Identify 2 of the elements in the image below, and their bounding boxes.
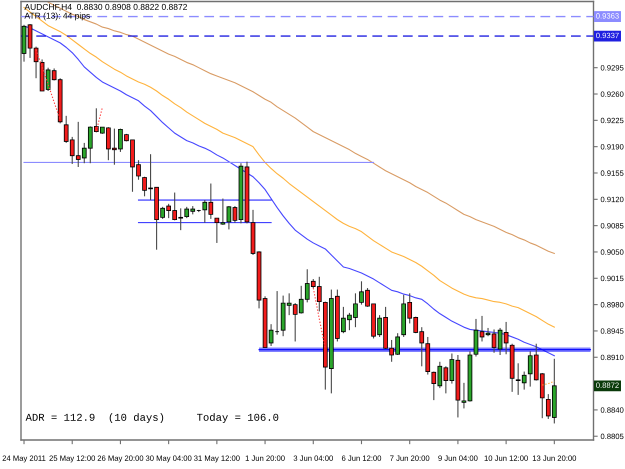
annotation: ADR = 112.9 (10 days) Today = 106.0 xyxy=(26,413,278,423)
text: ATR (13): 44 pips xyxy=(24,12,90,20)
